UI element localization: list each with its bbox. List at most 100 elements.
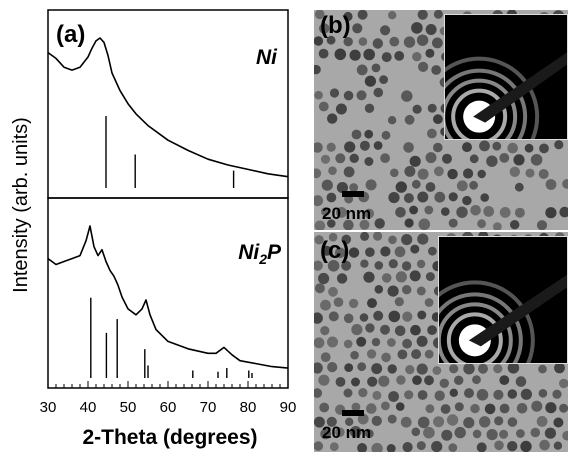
nanoparticle [356,336,367,347]
nanoparticle [328,232,338,242]
scale-label-b: 20 nm [322,204,372,223]
nanoparticle [314,235,324,245]
x-tick-label: 30 [40,399,57,416]
nanoparticle [380,25,391,36]
nanoparticle [513,154,525,166]
nanoparticle [544,427,556,439]
nanoparticle [425,182,436,192]
nanoparticle [483,206,495,217]
nanoparticle [538,169,549,179]
nanoparticle [440,404,451,414]
nanoparticle [448,192,458,202]
nanoparticle [492,141,502,151]
nanoparticle [463,168,474,179]
nanoparticle [364,75,376,87]
nanoparticle [358,37,368,46]
plot-frame-1 [47,197,289,389]
panel-label-a: (a) [56,21,85,48]
nanoparticle [318,48,329,59]
nanoparticle [402,338,412,349]
nanoparticle [371,442,383,452]
nanoparticle [319,23,330,34]
nanoparticle [539,143,549,154]
nanoparticle [404,218,414,228]
nanoparticle [358,388,368,398]
nanoparticle [553,441,563,450]
nanoparticle [381,352,391,363]
nanoparticle [448,218,458,228]
nanoparticle [470,205,481,216]
nanoparticle [373,310,384,321]
nanoparticle [449,388,458,397]
nanoparticle [343,219,354,230]
scale-label-c: 20 nm [322,423,372,442]
nanoparticle [425,24,437,35]
nanoparticle [411,179,421,189]
nanoparticle [314,142,323,153]
nanoparticle [328,286,338,297]
nanoparticle [343,11,353,22]
nanoparticle [349,426,362,438]
panel-label-b: (b) [320,12,351,39]
nanoparticle [530,154,543,166]
nanoparticle [456,206,468,218]
nanoparticle [411,22,423,34]
nanoparticle [409,270,421,282]
nanoparticle [507,441,518,452]
nanoparticle [374,218,385,229]
nanoparticle [314,90,323,100]
nanoparticle [321,179,333,191]
nanoparticle [538,364,547,374]
nanoparticle [357,443,368,452]
nanoparticle [371,337,381,347]
x-tick-label: 60 [160,399,177,416]
nanoparticle [335,427,345,437]
nanoparticle [515,376,527,387]
nanoparticle [320,428,332,440]
nanoparticle [343,388,353,398]
panel-label-c: (c) [320,237,350,264]
nanoparticle [396,375,406,385]
nanoparticle [417,10,428,20]
nanoparticle [327,219,336,228]
y-axis-title: Intensity (arb. units) [10,117,32,293]
nanoparticle [524,143,534,153]
nanoparticle [360,232,370,241]
nanoparticle [381,52,392,63]
nanoparticle [314,388,323,398]
nanoparticle [343,90,354,101]
nanoparticle [545,207,557,219]
nanoparticle [469,180,478,190]
nanoparticle [372,390,382,400]
nanoparticle [320,352,331,362]
nanoparticle [351,324,363,336]
nanoparticle [463,417,475,429]
nanoparticle [336,207,347,218]
nanoparticle [328,166,337,175]
nanoparticle [405,365,415,375]
nanoparticle [388,310,401,323]
nanoparticle [335,103,347,115]
scale-bar-c [342,410,364,416]
nanoparticle [424,375,434,386]
nanoparticle [371,363,383,375]
nanoparticle [371,63,381,73]
nanoparticle [378,375,390,387]
nanoparticle [314,416,325,428]
nanoparticle [417,416,430,429]
nanoparticle [559,378,568,389]
nanoparticle [427,103,437,113]
nanoparticle [318,272,330,285]
beam-stop [473,52,567,123]
nanoparticle [411,349,422,360]
nanoparticle [479,140,490,152]
nanoparticle [344,141,356,153]
nanoparticle [418,61,429,72]
nanoparticle [349,49,361,61]
nanoparticle [478,363,488,374]
saed-pattern-c [414,274,567,401]
nanoparticle [359,313,369,322]
nanoparticle [499,375,510,385]
nanoparticle [394,297,404,307]
